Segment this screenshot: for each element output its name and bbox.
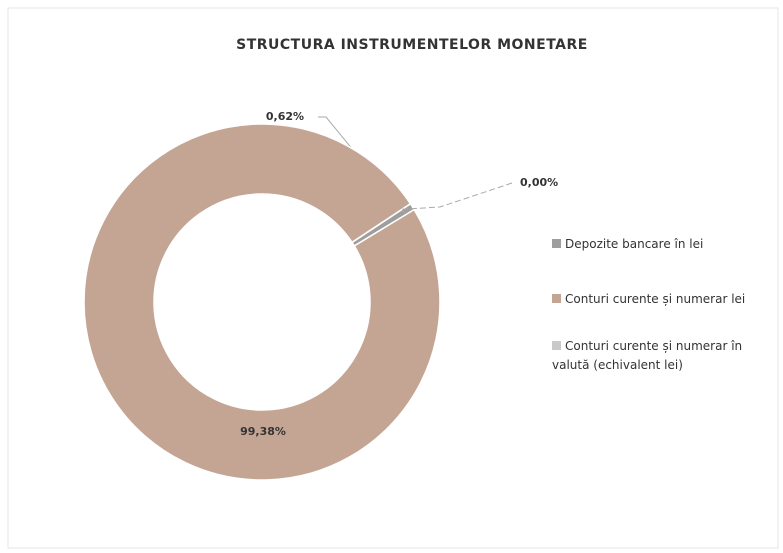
- legend-label: Conturi curente și numerar lei: [565, 292, 746, 306]
- legend-swatch: [552, 341, 561, 350]
- legend-swatch: [552, 239, 561, 248]
- chart-title: STRUCTURA INSTRUMENTELOR MONETARE: [236, 37, 588, 53]
- chart-border: [7, 7, 779, 549]
- leader-line: [402, 182, 513, 210]
- legend-entry: Depozite bancare în lei: [552, 235, 777, 254]
- legend-entry: Conturi curente și numerar lei: [552, 290, 777, 309]
- data-label: 99,38%: [240, 425, 286, 438]
- legend-label: Conturi curente și numerar în valută (ec…: [552, 339, 743, 372]
- legend-swatch: [552, 294, 561, 303]
- data-label: 0,00%: [520, 176, 558, 189]
- legend-label: Depozite bancare în lei: [565, 237, 704, 251]
- donut-slice: [351, 203, 411, 244]
- donut-slice: [83, 123, 441, 481]
- data-label: 0,62%: [266, 110, 304, 123]
- legend-entry: Conturi curente și numerar în valută (ec…: [552, 337, 777, 375]
